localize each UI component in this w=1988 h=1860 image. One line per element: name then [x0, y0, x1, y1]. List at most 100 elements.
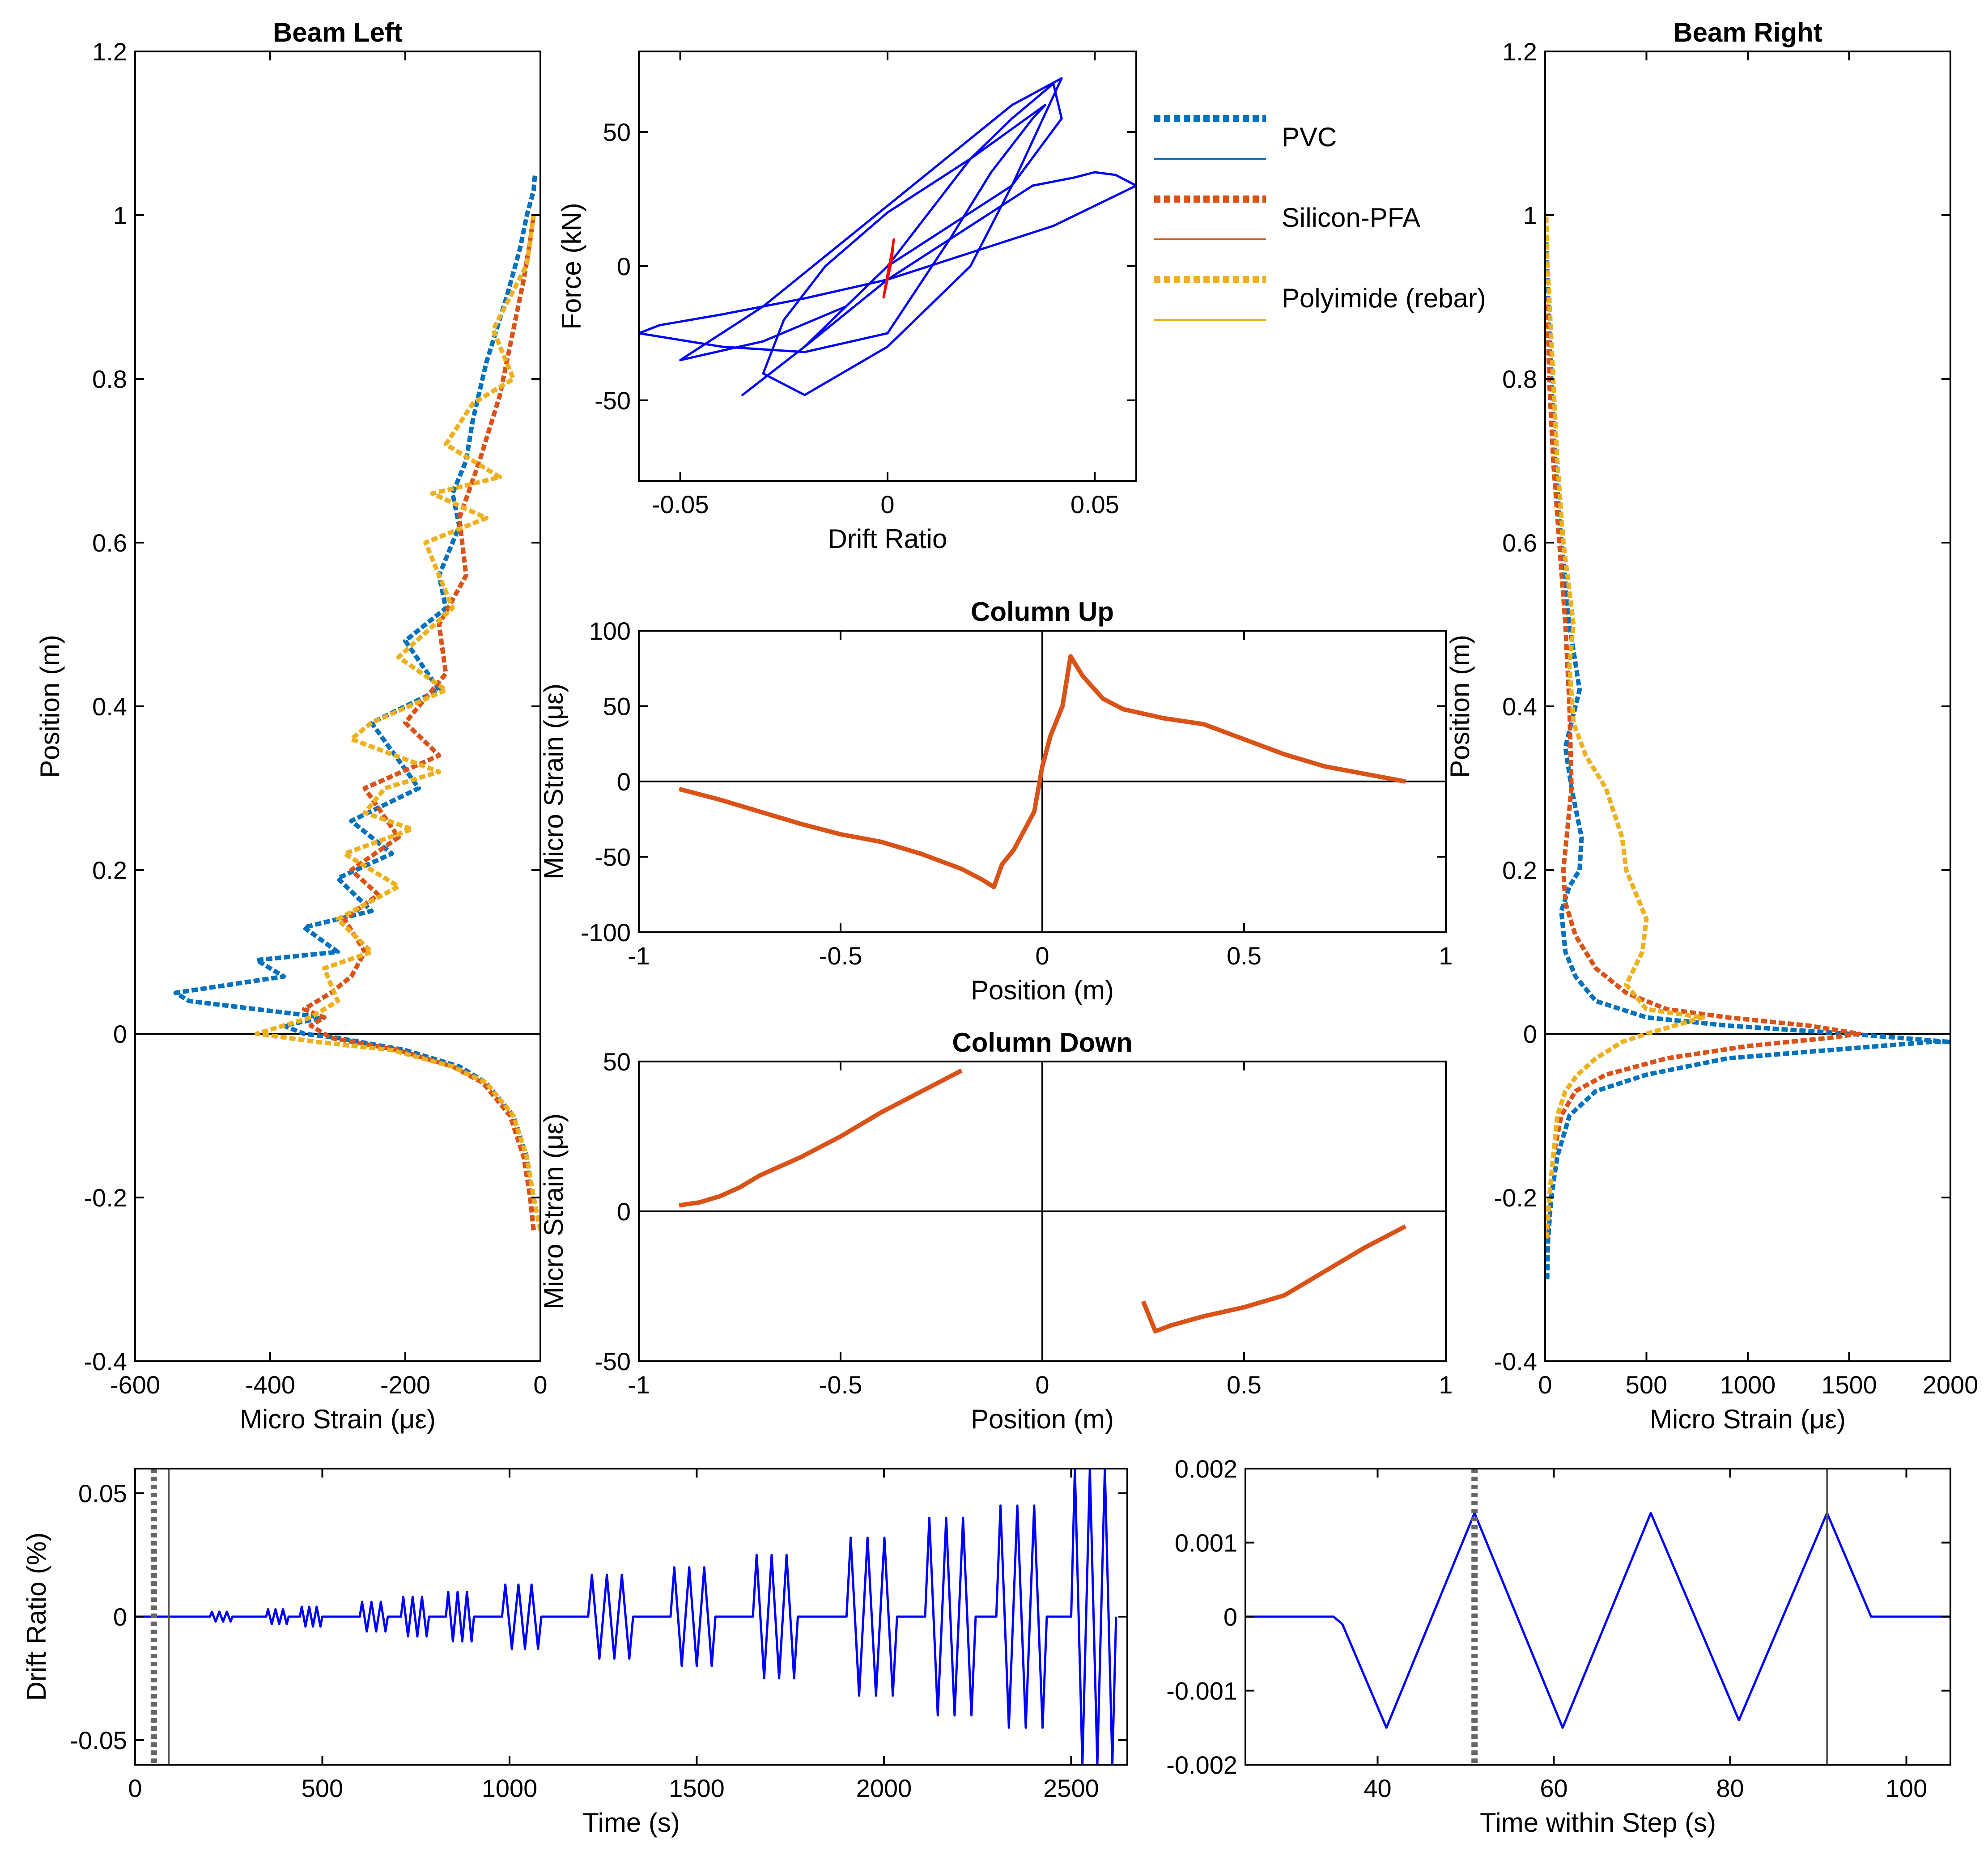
- y-tick-label: 0: [113, 1020, 127, 1048]
- x-axis-label: Micro Strain (με): [1650, 1404, 1846, 1434]
- y-axis-label: Micro Strain (με): [539, 684, 569, 879]
- y-tick-label: 0: [1223, 1603, 1237, 1631]
- y-tick-label: 50: [603, 692, 631, 721]
- y-tick-label: 0.6: [92, 529, 127, 557]
- y-tick-label: 0.4: [92, 692, 127, 721]
- y-tick-label: 50: [603, 118, 631, 146]
- chart-beam_left: -600 -400 -200 0 -0.4 -0.2 0 0.2 0.4 0.6 0.8 1 1.2 Be…: [35, 17, 548, 1434]
- series-line-1: [1141, 1224, 1407, 1333]
- x-tick-label: 0: [1538, 1371, 1552, 1399]
- x-tick-label: 1500: [1821, 1371, 1877, 1399]
- y-tick-label: 1: [113, 201, 127, 229]
- x-tick-label: 60: [1540, 1774, 1567, 1802]
- series-group: [678, 654, 1406, 889]
- y-tick-label: -0.05: [70, 1726, 127, 1754]
- series-line-1: [302, 215, 536, 1231]
- x-tick-label: 1: [1439, 1371, 1453, 1399]
- x-tick-label: -400: [245, 1371, 295, 1399]
- x-tick-label: 0: [533, 1371, 547, 1399]
- chart-title: Beam Left: [273, 17, 403, 47]
- y-axis-label: Micro Strain (με): [539, 1113, 569, 1309]
- series-line-0: [1545, 239, 1950, 1280]
- axes-box: [1245, 1468, 1951, 1766]
- series-group: [1245, 1512, 1950, 1729]
- series-line-2: [254, 215, 540, 1231]
- x-tick-label: -1: [628, 942, 650, 970]
- y-tick-label: 0.8: [1502, 365, 1537, 393]
- y-tick-label: -0.4: [84, 1347, 127, 1376]
- y-axis-label: Position (m): [35, 635, 65, 778]
- x-axis-label: Position (m): [971, 975, 1114, 1005]
- x-tick-label: 40: [1364, 1774, 1391, 1802]
- series-group: [135, 1469, 1117, 1765]
- series-line-0: [679, 1068, 963, 1208]
- y-tick-label: 0.002: [1175, 1455, 1237, 1483]
- y-tick-label: 0.2: [92, 856, 127, 884]
- axes-box: [1544, 51, 1951, 1362]
- chart-title: Beam Right: [1673, 17, 1822, 47]
- x-tick-label: -600: [110, 1371, 160, 1399]
- x-tick-label: 2000: [1923, 1371, 1979, 1399]
- y-tick-label: -0.002: [1166, 1751, 1237, 1779]
- x-tick-label: 1000: [482, 1774, 538, 1802]
- y-tick-label: 0: [1523, 1020, 1537, 1048]
- x-axis-label: Position (m): [971, 1404, 1114, 1434]
- chart-hysteresis: -0.05 0 0.05 -50 0 50 Drift Ratio Force (kN): [556, 51, 1137, 554]
- y-tick-label: 0.05: [78, 1479, 127, 1508]
- y-tick-label: 1: [1523, 201, 1537, 229]
- x-tick-label: 1: [1439, 942, 1453, 970]
- chart-column_down: -1 -0.5 0 0.5 1 -50 0 50 Column Down Position (m)…: [539, 1028, 1453, 1434]
- y-tick-label: 0: [617, 768, 631, 796]
- y-tick-label: -50: [595, 843, 631, 871]
- series-line-0: [639, 77, 1136, 396]
- x-tick-label: 80: [1716, 1774, 1744, 1802]
- x-tick-label: -0.05: [652, 490, 709, 518]
- series-group: [1545, 215, 1950, 1280]
- x-tick-label: 1000: [1720, 1371, 1776, 1399]
- y-tick-label: 0: [617, 252, 631, 280]
- legend-label: PVC: [1282, 122, 1337, 152]
- y-tick-label: -100: [581, 918, 631, 947]
- chart-title: Column Up: [971, 597, 1114, 627]
- series-line-0: [173, 174, 537, 1231]
- x-tick-label: 0: [1035, 942, 1049, 970]
- y-axis-label: Drift Ratio (%): [21, 1533, 51, 1701]
- y-tick-label: -50: [595, 1347, 631, 1376]
- y-tick-label: 0: [617, 1198, 631, 1226]
- series-line-0: [1245, 1512, 1950, 1729]
- y-tick-label: 0.4: [1502, 692, 1537, 721]
- x-tick-label: -0.5: [819, 1371, 862, 1399]
- legend: PVC Silicon-PFA Polyimide (rebar): [1154, 115, 1486, 321]
- x-axis-label: Time within Step (s): [1480, 1808, 1716, 1838]
- series-group: [679, 1068, 1407, 1333]
- x-tick-label: 0.5: [1227, 942, 1262, 970]
- chart-step_history: 40 60 80 100 -0.002 -0.001 0 0.001 0.002 Time wit…: [1166, 1455, 1951, 1838]
- x-axis-label: Micro Strain (με): [240, 1404, 436, 1434]
- y-tick-label: 0.8: [92, 365, 127, 393]
- x-tick-label: 0.05: [1070, 490, 1119, 518]
- chart-beam_right: 0 500 1000 1500 2000 -0.4 -0.2 0 0.2 0.4 0.6 0.8 1 1.…: [1445, 17, 1978, 1434]
- x-tick-label: 0: [880, 490, 894, 518]
- y-tick-label: 0.001: [1175, 1529, 1237, 1557]
- series-line-1: [1545, 297, 1862, 1239]
- y-tick-label: -50: [595, 386, 631, 415]
- x-tick-label: -200: [380, 1371, 430, 1399]
- series-line-2: [1545, 215, 1706, 1239]
- chart-column_up: -1 -0.5 0 0.5 1 -100 -50 0 50 100 Column Up Positio…: [539, 597, 1453, 1005]
- y-axis-label: Force (kN): [556, 203, 586, 329]
- x-tick-label: -0.5: [819, 942, 862, 970]
- y-tick-label: 100: [589, 617, 631, 645]
- axes-box: [134, 51, 541, 1362]
- x-tick-label: 1500: [669, 1774, 725, 1802]
- y-tick-label: 1.2: [92, 38, 127, 66]
- x-tick-label: 0.5: [1227, 1371, 1262, 1399]
- x-tick-label: 500: [1626, 1371, 1667, 1399]
- y-tick-label: -0.2: [1494, 1184, 1538, 1212]
- x-tick-label: 0: [1035, 1371, 1049, 1399]
- y-tick-label: -0.001: [1166, 1677, 1237, 1705]
- x-tick-label: -1: [628, 1371, 650, 1399]
- legend-label: Silicon-PFA: [1282, 203, 1420, 233]
- y-tick-label: -0.4: [1494, 1347, 1538, 1376]
